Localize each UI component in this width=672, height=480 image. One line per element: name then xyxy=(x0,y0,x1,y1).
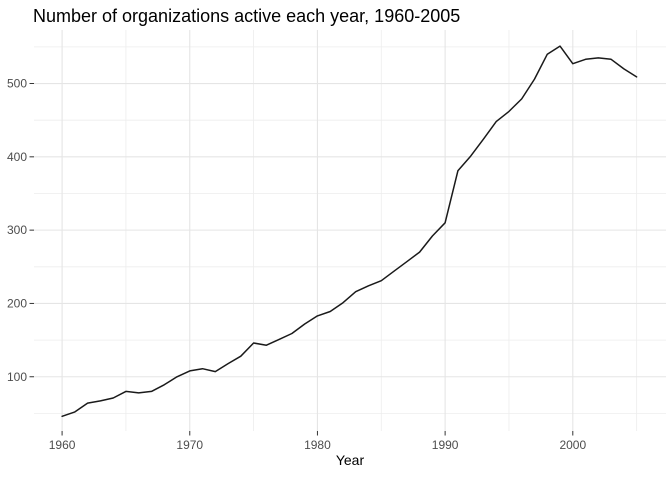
y-axis-tick-label: 400 xyxy=(7,150,27,164)
chart-title: Number of organizations active each year… xyxy=(33,6,461,26)
x-axis-tick-label: 1980 xyxy=(304,438,331,452)
x-axis-tick-label: 1990 xyxy=(432,438,459,452)
x-axis-title: Year xyxy=(335,452,365,468)
x-axis-tick-label: 1970 xyxy=(176,438,203,452)
y-axis-tick-label: 100 xyxy=(7,370,27,384)
series-line xyxy=(61,45,638,418)
x-axis-tick-label: 2000 xyxy=(559,438,586,452)
y-axis-tick-label: 500 xyxy=(7,77,27,91)
x-axis-tick-label: 1960 xyxy=(49,438,76,452)
y-axis-tick-label: 300 xyxy=(7,223,27,237)
y-axis-tick-label: 200 xyxy=(7,296,27,310)
